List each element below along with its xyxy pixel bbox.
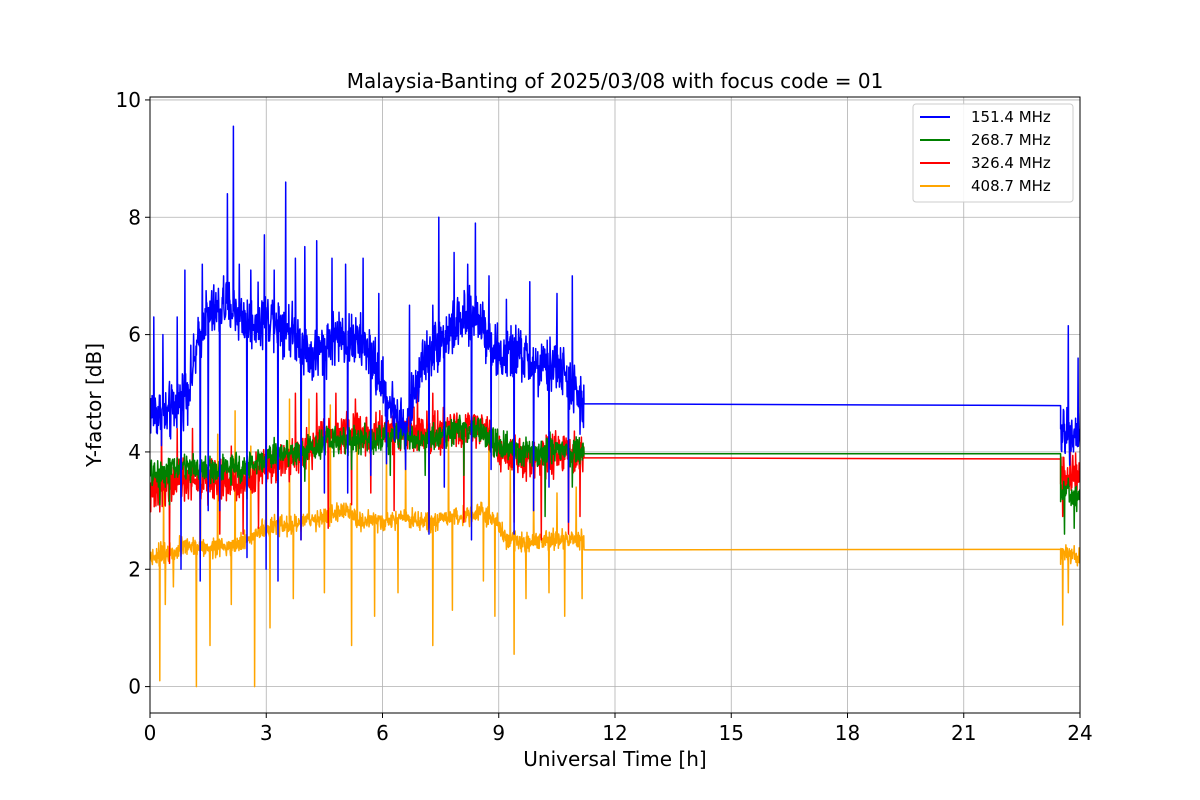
- legend-label: 326.4 MHz: [971, 154, 1051, 172]
- series-268-7-mhz: [150, 414, 1080, 535]
- series-layer: [150, 125, 1080, 688]
- y-tick-label: 10: [116, 88, 141, 112]
- legend-label: 408.7 MHz: [971, 177, 1051, 195]
- x-tick-label: 3: [260, 721, 273, 745]
- y-tick-label: 2: [128, 557, 141, 581]
- x-tick-label: 9: [492, 721, 505, 745]
- y-tick-label: 6: [128, 323, 141, 347]
- legend-box: [912, 103, 1074, 203]
- series-151-4-mhz: [150, 125, 1080, 582]
- y-tick-label: 8: [128, 205, 141, 229]
- chart-title: Malaysia-Banting of 2025/03/08 with focu…: [347, 69, 884, 93]
- x-tick-label: 0: [144, 721, 157, 745]
- y-axis-label: Y-factor [dB]: [82, 343, 106, 468]
- y-tick-label: 4: [128, 440, 141, 464]
- legend: 151.4 MHz 268.7 MHz 326.4 MHz 408.7 MHz: [912, 103, 1074, 203]
- x-tick-label: 12: [602, 721, 627, 745]
- x-tick-label: 18: [835, 721, 860, 745]
- legend-label: 268.7 MHz: [971, 131, 1051, 149]
- x-tick-label: 6: [376, 721, 389, 745]
- x-tick-label: 24: [1067, 721, 1092, 745]
- legend-label: 151.4 MHz: [971, 108, 1051, 126]
- series-408-7-mhz: [150, 380, 1080, 688]
- x-tick-label: 21: [951, 721, 976, 745]
- series-line: [150, 380, 1080, 688]
- x-tick-label: 15: [719, 721, 744, 745]
- series-line: [150, 125, 1080, 582]
- y-tick-label: 0: [128, 675, 141, 699]
- series-line: [150, 414, 1080, 535]
- x-axis-label: Universal Time [h]: [523, 747, 706, 771]
